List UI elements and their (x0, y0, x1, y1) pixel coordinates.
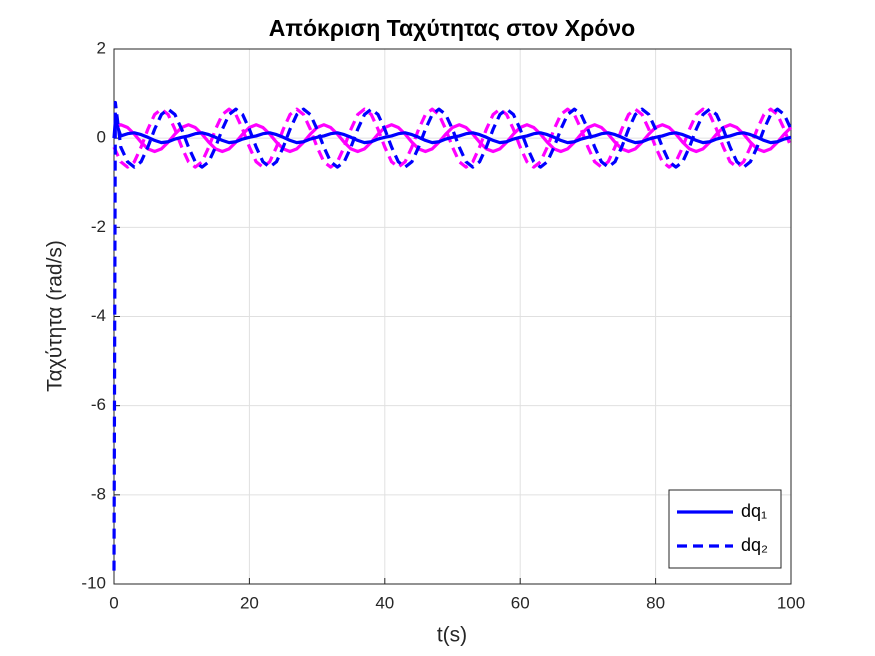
x-tick-label: 60 (511, 593, 530, 612)
y-tick-label: -6 (91, 395, 106, 414)
x-tick-label: 100 (777, 593, 805, 612)
x-tick-label: 0 (109, 593, 118, 612)
series-line (113, 123, 793, 154)
y-tick-label: -10 (81, 573, 106, 592)
x-tick-label: 20 (240, 593, 259, 612)
legend-box (668, 489, 782, 569)
plot-frame (113, 48, 792, 585)
x-tick-label: 40 (375, 593, 394, 612)
legend-label: dq₂ (741, 535, 768, 555)
y-tick-label: 0 (97, 128, 106, 147)
x-tick-label: 80 (646, 593, 665, 612)
y-tick-label: -8 (91, 484, 106, 503)
series-line (112, 100, 793, 571)
y-axis-label: Ταχύτητα (rad/s) (44, 240, 67, 392)
series-line (112, 118, 792, 145)
y-tick-label: -2 (91, 217, 106, 236)
y-tick-label: 2 (97, 38, 106, 57)
legend-label: dq₁ (741, 501, 767, 521)
y-tick-label: -4 (91, 306, 106, 325)
x-axis-label: t(s) (437, 624, 467, 647)
chart-title: Απόκριση Ταχύτητας στον Χρόνο (269, 15, 635, 41)
